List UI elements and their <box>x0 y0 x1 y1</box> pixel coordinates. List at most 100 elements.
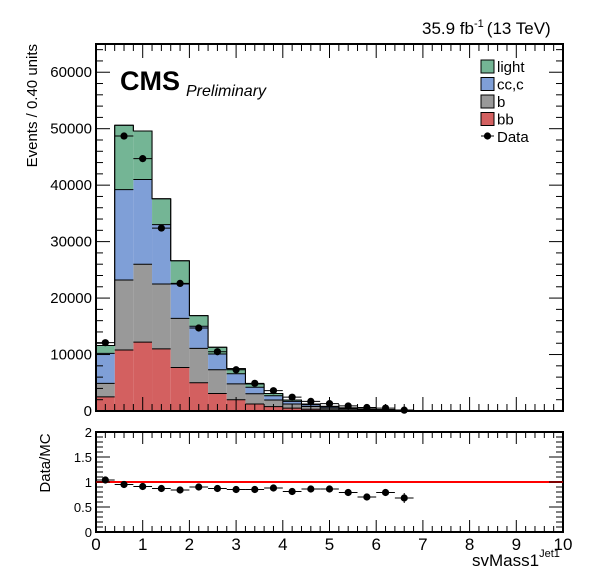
y-tick-label: 40000 <box>50 177 92 194</box>
bar <box>96 383 115 397</box>
data-point <box>282 393 302 401</box>
data-point <box>170 279 190 287</box>
data-point <box>208 348 227 356</box>
data-point <box>245 379 265 387</box>
bar <box>114 350 134 411</box>
ratio-marker <box>269 484 278 492</box>
data-marker <box>157 224 165 232</box>
legend-marker <box>483 132 492 140</box>
x-tick-label: 1 <box>138 535 147 554</box>
legend-item-b: b <box>480 94 505 111</box>
x-tick-label: 6 <box>371 535 380 554</box>
ratio-y-axis-label: Data/MC <box>37 433 54 492</box>
bar <box>226 383 246 400</box>
data-point <box>264 387 283 395</box>
data-point <box>301 397 321 406</box>
y-tick-label: 0 <box>84 403 92 420</box>
x-tick-label: 8 <box>465 535 474 554</box>
legend-swatch <box>480 112 495 126</box>
ratio-points <box>96 476 414 503</box>
bar <box>170 318 190 368</box>
ratio-marker <box>139 482 147 491</box>
data-point <box>226 366 246 374</box>
ratio-marker <box>400 494 408 502</box>
legend-item-data: Data <box>481 129 529 146</box>
bar <box>245 393 265 404</box>
data-marker <box>101 339 109 347</box>
bar <box>264 393 283 396</box>
ratio-marker <box>232 485 240 494</box>
bar <box>133 264 153 343</box>
y-tick-label: 0.5 <box>74 500 92 515</box>
data-marker <box>269 387 278 395</box>
legend-label: light <box>497 59 525 76</box>
legend-label: Data <box>497 129 529 146</box>
data-point <box>96 339 115 347</box>
ratio-point <box>189 483 209 491</box>
data-point <box>152 224 171 232</box>
ratio-marker <box>288 487 296 496</box>
bar <box>152 283 171 349</box>
main-y-axis: 0 10000 20000 30000 40000 50000 60000 <box>50 49 563 420</box>
y-tick-label: 20000 <box>50 290 92 307</box>
y-tick-label: 30000 <box>50 234 92 251</box>
series-bb <box>96 342 545 411</box>
data-point <box>189 324 209 332</box>
cms-label: CMS <box>120 66 180 96</box>
bar <box>189 326 209 349</box>
data-points <box>96 132 414 414</box>
ratio-y-axis: 0 0.5 1 1.5 2 <box>74 425 563 540</box>
y-tick-label: 2 <box>85 425 92 440</box>
bar <box>133 342 153 411</box>
x-tick-label: 2 <box>185 535 194 554</box>
data-marker <box>176 279 184 287</box>
bar <box>114 280 134 351</box>
bar <box>96 345 115 354</box>
ratio-point <box>320 485 339 493</box>
bar <box>152 224 171 284</box>
data-marker <box>139 155 147 163</box>
bar <box>208 353 227 370</box>
ratio-marker <box>307 485 315 493</box>
y-tick-label: 60000 <box>50 64 92 81</box>
luminosity-label: 35.9 fb-1 (13 TeV) <box>422 18 551 38</box>
series-cc-c <box>96 179 545 411</box>
x-axis-label: svMass1Jet1 <box>472 548 560 570</box>
x-tick-label: 10 <box>554 535 573 554</box>
legend-item-bb: bb <box>480 112 514 129</box>
ratio-point <box>208 484 227 493</box>
ratio-marker <box>213 484 222 493</box>
ratio-point <box>245 485 265 494</box>
bar <box>170 283 190 319</box>
ratio-marker <box>120 480 128 489</box>
ratio-point <box>226 485 246 494</box>
data-point <box>114 132 134 140</box>
y-tick-label: 10000 <box>50 347 92 364</box>
bar <box>170 367 190 411</box>
ratio-point <box>133 482 153 491</box>
data-point <box>133 155 153 163</box>
y-tick-label: 1.5 <box>74 450 92 465</box>
ratio-point <box>282 487 302 496</box>
ratio-marker <box>344 488 352 497</box>
ratio-marker <box>363 493 371 501</box>
legend-item-light: light <box>480 59 525 76</box>
bar <box>189 348 209 383</box>
legend-label: b <box>497 94 505 111</box>
ratio-point <box>152 484 171 493</box>
bar <box>245 387 265 394</box>
bar <box>208 393 227 411</box>
ratio-marker <box>381 488 390 497</box>
ratio-point <box>394 493 414 503</box>
ratio-point <box>170 486 190 494</box>
ratio-point <box>357 493 377 501</box>
data-marker <box>120 132 128 140</box>
ratio-marker <box>325 485 334 493</box>
legend-swatch <box>480 94 495 109</box>
main-x-axis-ticks <box>95 44 564 411</box>
x-tick-label: 3 <box>231 535 240 554</box>
ratio-point <box>338 488 358 497</box>
y-tick-label: 50000 <box>50 121 92 138</box>
